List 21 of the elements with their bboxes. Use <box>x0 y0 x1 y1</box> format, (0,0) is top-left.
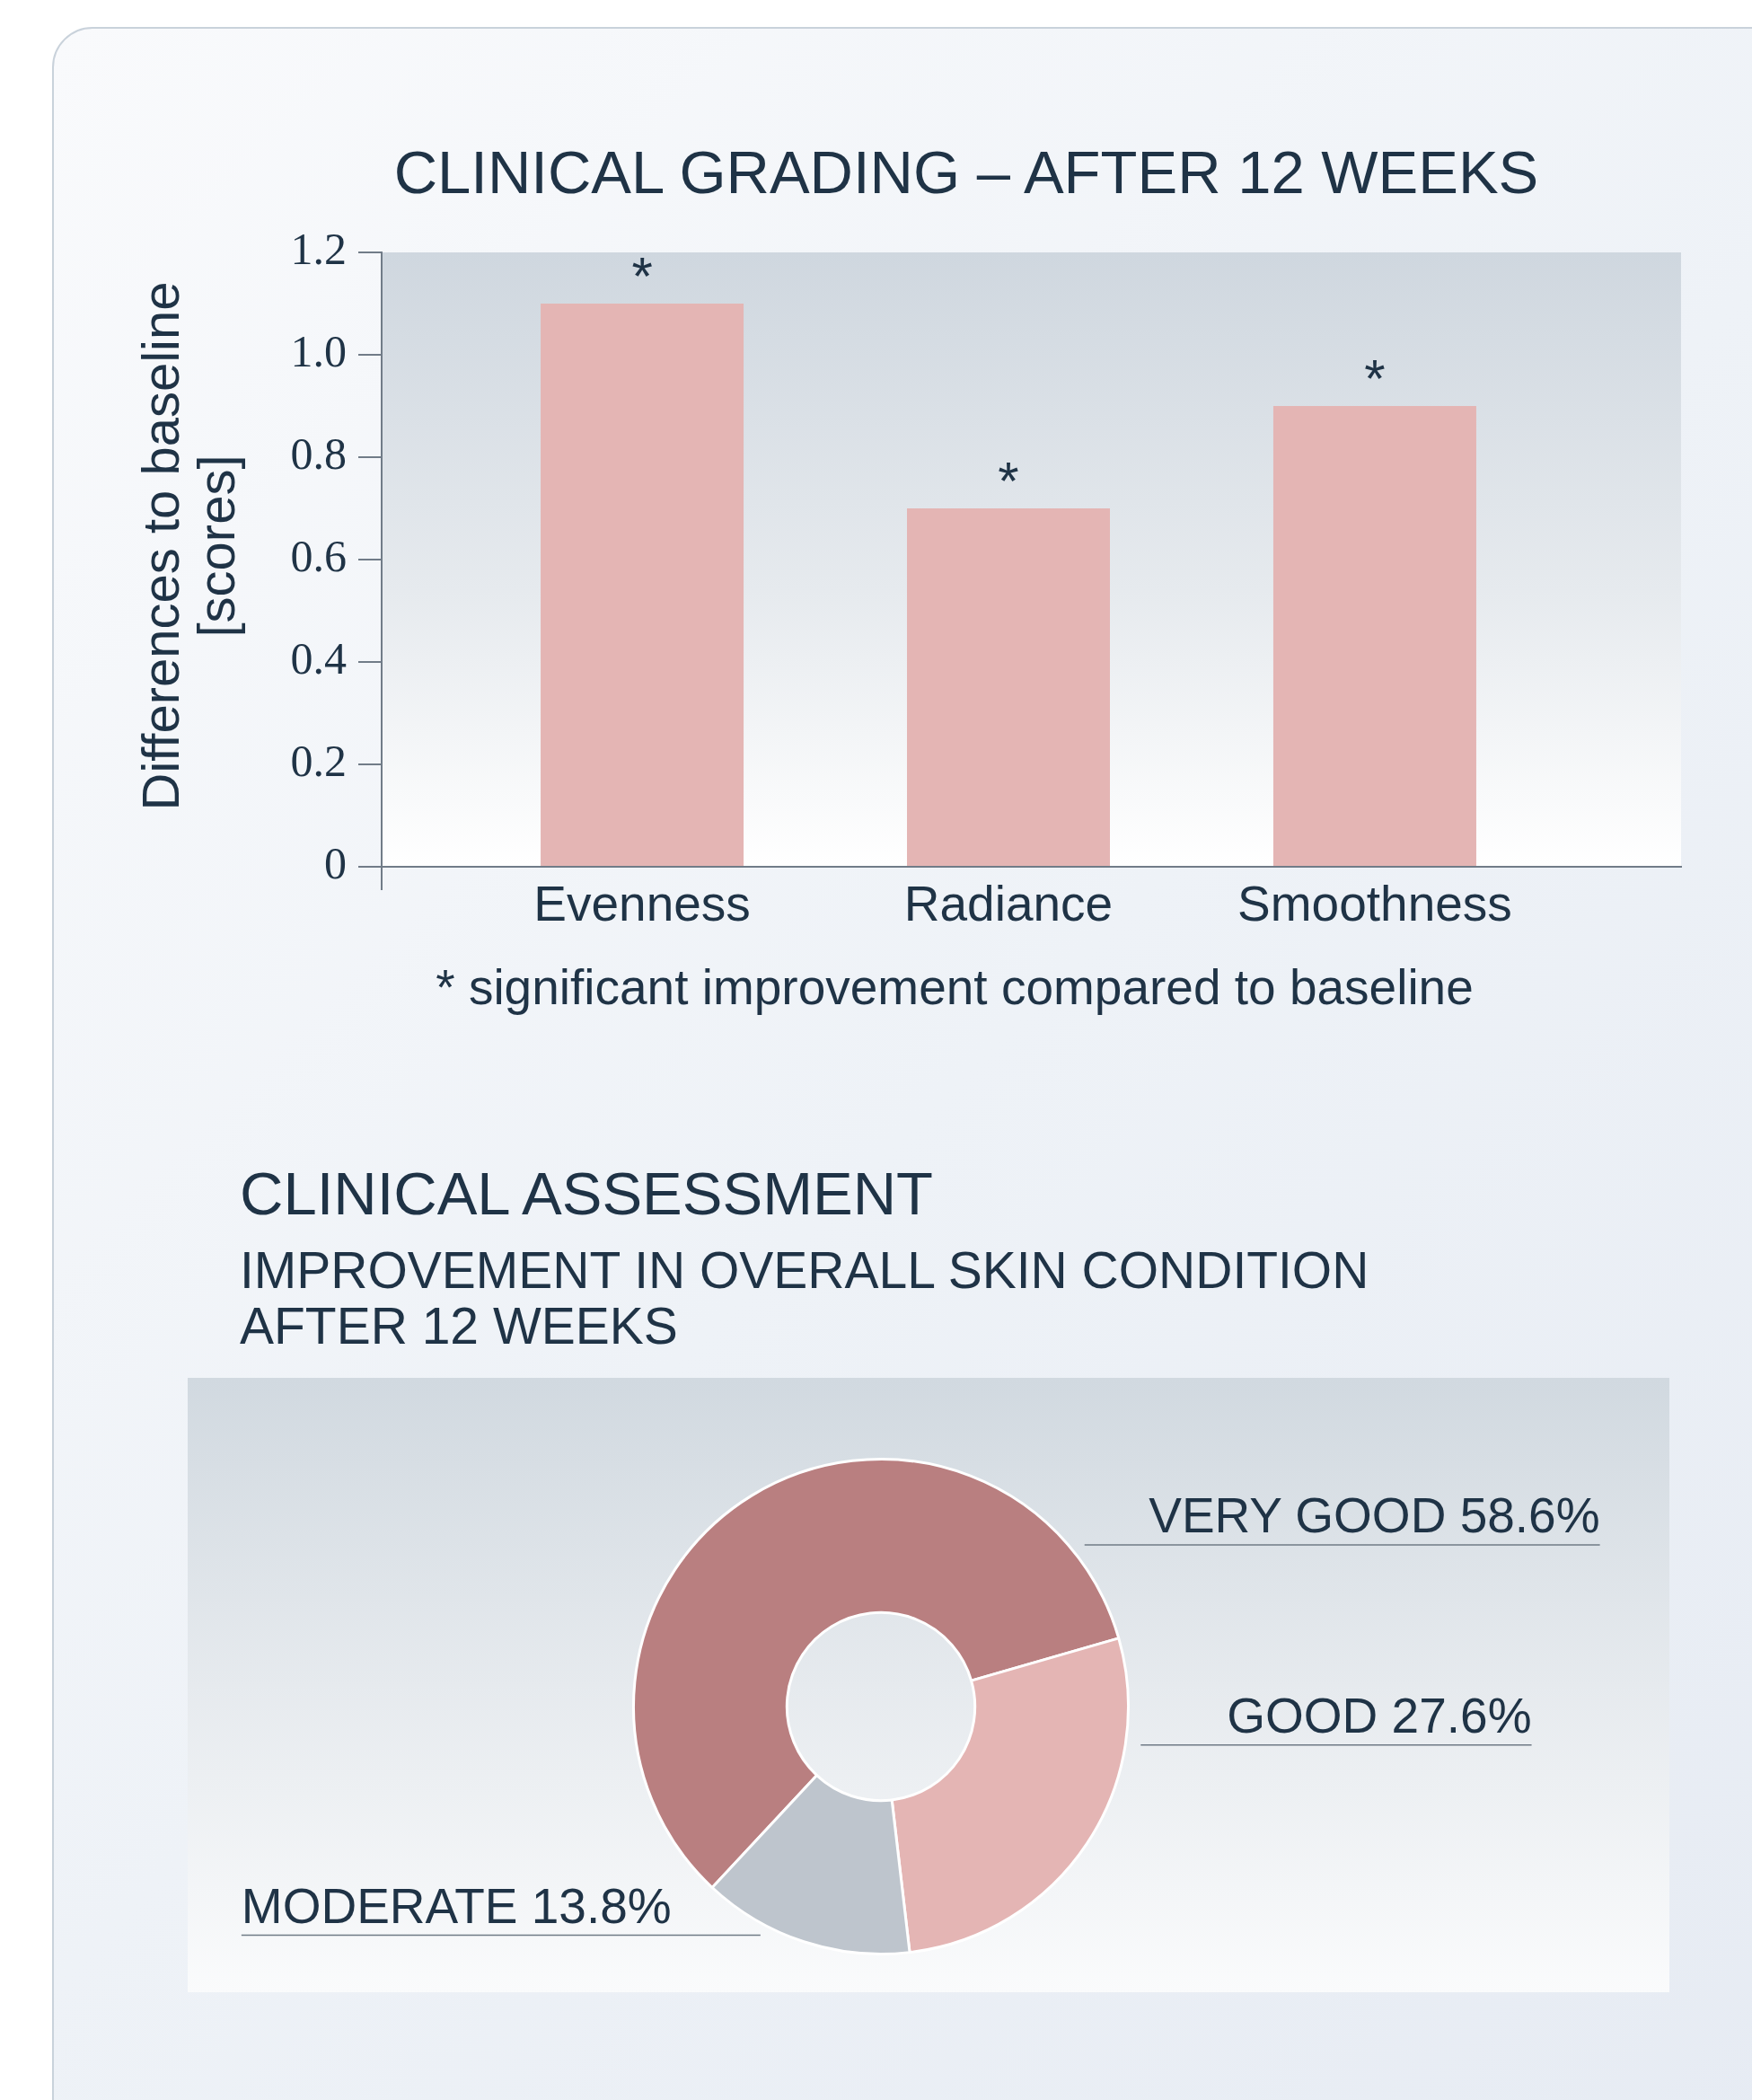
annotation: * <box>1364 349 1386 409</box>
chart-title: CLINICAL ASSESSMENT <box>240 1160 933 1227</box>
y-axis-title: Differences to baseline [scores] <box>131 280 245 813</box>
x-tick-label: Evenness <box>533 876 751 932</box>
y-tick-label: 0.4 <box>290 633 347 684</box>
slice-label: GOOD 27.6% <box>1227 1687 1532 1743</box>
annotation: * <box>998 451 1019 511</box>
y-tick-label: 1.2 <box>290 224 347 275</box>
y-tick-label: 0.8 <box>290 428 347 480</box>
x-tick-label: Smoothness <box>1237 876 1512 932</box>
chart-title: CLINICAL GRADING – AFTER 12 WEEKS <box>392 138 1540 206</box>
annotation: * <box>631 246 653 306</box>
chart-subtitle: IMPROVEMENT IN OVERALL SKIN CONDITION AFTER 12 WEEKS <box>240 1241 1370 1354</box>
x-tick-label: Radiance <box>903 876 1114 932</box>
text: * significant improvement compared to baseline <box>435 959 1475 1015</box>
y-tick-label: 1.0 <box>290 326 347 377</box>
slice-label: VERY GOOD 58.6% <box>1149 1487 1600 1544</box>
y-tick-label: 0 <box>324 838 347 889</box>
slice-label: MODERATE 13.8% <box>241 1877 672 1934</box>
y-tick-label: 0.2 <box>290 736 347 787</box>
y-tick-label: 0.6 <box>290 531 347 582</box>
